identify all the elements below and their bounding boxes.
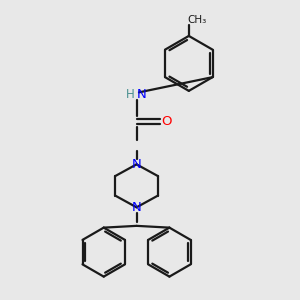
- Text: N: N: [137, 88, 147, 101]
- Text: O: O: [161, 115, 172, 128]
- Text: N: N: [132, 158, 141, 171]
- Text: N: N: [132, 201, 141, 214]
- Text: H: H: [126, 88, 134, 101]
- Text: CH₃: CH₃: [188, 14, 207, 25]
